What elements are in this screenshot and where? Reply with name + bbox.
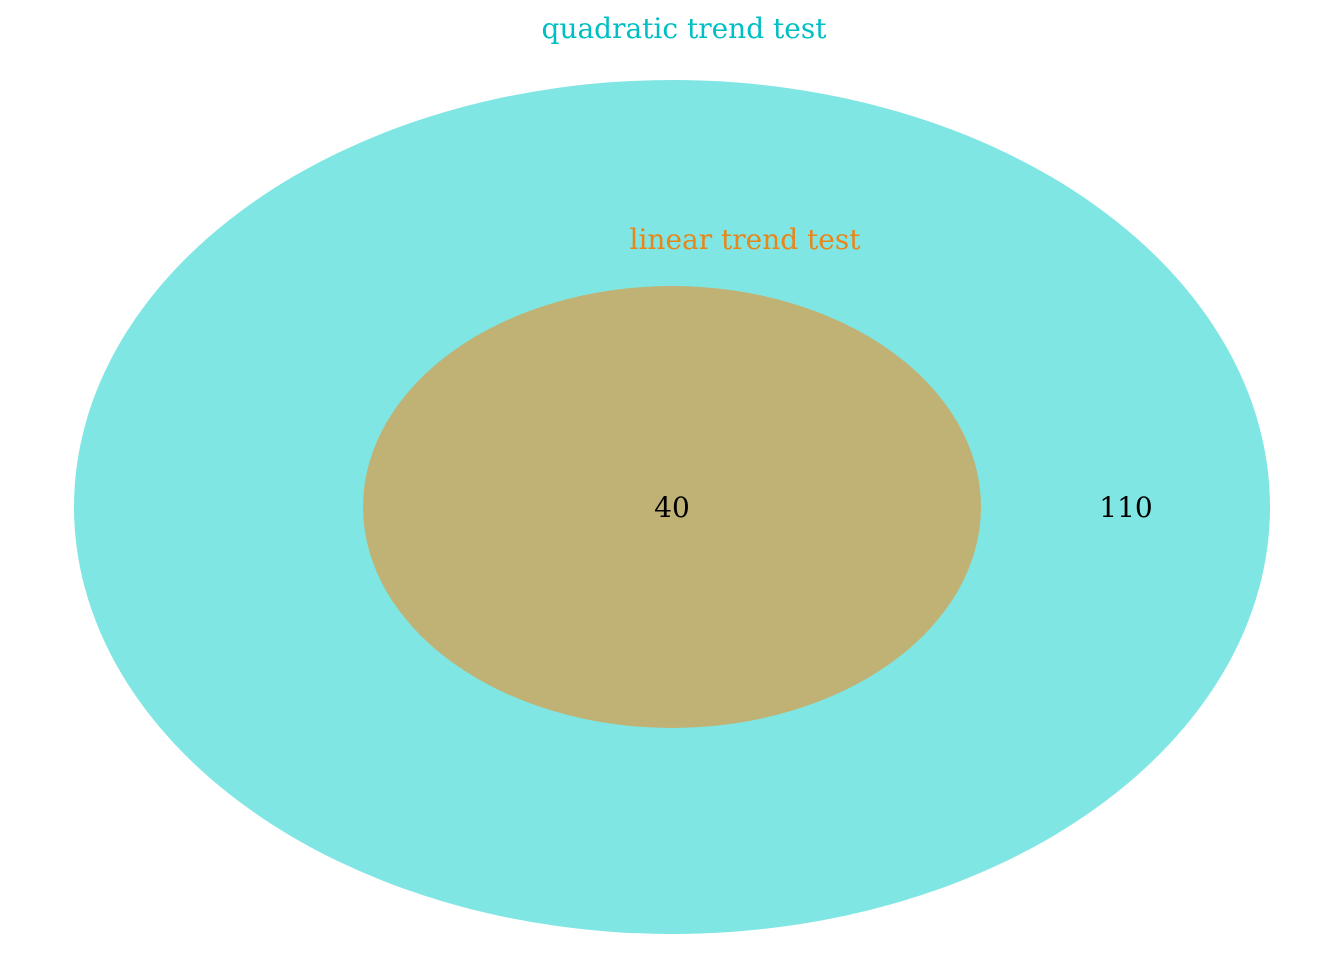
quadratic-only-count-label: 110 — [1099, 491, 1152, 524]
quadratic-trend-set-label: quadratic trend test — [542, 12, 828, 45]
linear-trend-set-ellipse — [363, 286, 981, 728]
linear-trend-set-label: linear trend test — [630, 223, 862, 256]
intersection-count-label: 40 — [654, 491, 690, 524]
